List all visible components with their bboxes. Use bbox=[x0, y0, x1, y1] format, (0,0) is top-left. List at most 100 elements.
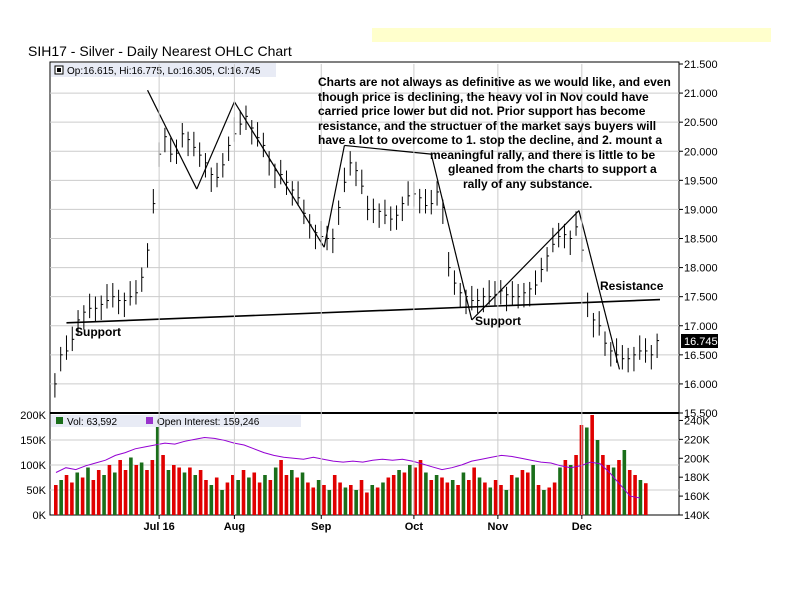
volume-bar bbox=[574, 455, 578, 515]
open-interest-y-axis: 140K 160K 180K 200K 220K 240K bbox=[679, 415, 710, 522]
volume-bar bbox=[64, 475, 69, 515]
volume-bar bbox=[290, 470, 294, 515]
volume-bar bbox=[397, 470, 401, 515]
volume-bar bbox=[391, 475, 396, 515]
x-tick-label: Sep bbox=[311, 521, 331, 533]
x-tick-label: Oct bbox=[405, 521, 424, 533]
volume-bar bbox=[118, 460, 122, 515]
trend-line bbox=[147, 89, 198, 190]
volume-bar bbox=[268, 480, 273, 515]
open-interest-tick-label: 220K bbox=[684, 434, 710, 446]
annotation-line-3: carried price lower but did not. Prior s… bbox=[318, 104, 646, 118]
volume-bar bbox=[188, 467, 192, 515]
volume-bar bbox=[440, 477, 444, 515]
volume-bar bbox=[429, 480, 434, 515]
volume-bar bbox=[247, 477, 251, 515]
volume-bar bbox=[332, 475, 337, 515]
volume-bar bbox=[526, 472, 530, 515]
volume-bar bbox=[547, 487, 552, 515]
volume-bar bbox=[113, 472, 117, 515]
volume-bar bbox=[633, 475, 637, 515]
price-panel: 15.500 16.000 16.500 17.000 17.500 18.000 18.5… bbox=[49, 59, 718, 420]
x-axis: Jul 16 Aug Sep Oct Nov Dec bbox=[144, 64, 592, 533]
price-tick-label: 21.500 bbox=[684, 59, 718, 71]
volume-bar bbox=[343, 487, 348, 515]
top-banner bbox=[372, 28, 771, 42]
volume-gridlines bbox=[50, 439, 679, 491]
volume-bar bbox=[381, 482, 385, 515]
volume-bar bbox=[611, 467, 616, 515]
annotation-line-5: have a lot to overcome to 1. stop the de… bbox=[318, 133, 663, 147]
trend-line bbox=[323, 145, 346, 248]
volume-bar bbox=[434, 475, 439, 515]
volume-bar bbox=[241, 470, 246, 515]
volume-bar bbox=[172, 465, 176, 515]
volume-bar bbox=[54, 485, 58, 515]
price-tick-label: 18.000 bbox=[684, 263, 718, 275]
volume-marker-icon bbox=[56, 417, 63, 424]
volume-tick-label: 0K bbox=[33, 510, 47, 522]
volume-bar bbox=[585, 427, 589, 515]
volume-bar bbox=[59, 480, 63, 515]
price-tick-label: 18.500 bbox=[684, 234, 718, 246]
volume-bar bbox=[70, 482, 74, 515]
volume-bar bbox=[445, 482, 450, 515]
volume-bar bbox=[638, 480, 643, 515]
volume-bar bbox=[225, 482, 230, 515]
volume-bar bbox=[418, 460, 423, 515]
volume-panel: 0K 50K 100K 150K 200K 140K 160K 180K 200K 220K 24… bbox=[20, 410, 710, 522]
volume-bar bbox=[75, 472, 80, 515]
volume-bar bbox=[531, 465, 535, 515]
volume-bar bbox=[107, 465, 112, 515]
volume-bar bbox=[536, 485, 541, 515]
volume-bar bbox=[214, 477, 219, 515]
volume-bar bbox=[231, 475, 235, 515]
volume-bar bbox=[150, 460, 155, 515]
ohlc-legend: Op:16.615, Hi:16.775, Lo:16.305, Cl:16.7… bbox=[51, 63, 276, 77]
open-interest-line bbox=[55, 436, 641, 499]
volume-bar bbox=[236, 480, 240, 515]
annotation-line-7: gleaned from the charts to support a bbox=[448, 162, 657, 176]
volume-bar bbox=[558, 467, 562, 515]
trend-lines bbox=[66, 89, 661, 370]
trend-line bbox=[578, 210, 621, 370]
open-interest-marker-icon bbox=[146, 417, 153, 424]
trend-line bbox=[430, 154, 473, 321]
support-resistance-line bbox=[66, 298, 661, 324]
price-tick-label: 17.000 bbox=[684, 321, 718, 333]
volume-bar bbox=[606, 465, 611, 515]
annotation-line-2: though price is declining, the heavy vol… bbox=[318, 89, 649, 104]
volume-bar bbox=[322, 485, 326, 515]
volume-bar bbox=[91, 480, 96, 515]
volume-bar bbox=[488, 487, 493, 515]
annotation-line-6: meaningful rally, and there is little to… bbox=[430, 147, 656, 162]
volume-bar bbox=[86, 467, 90, 515]
volume-bar bbox=[96, 470, 101, 515]
price-tick-label: 21.000 bbox=[684, 88, 718, 100]
volume-bar bbox=[198, 470, 203, 515]
annotation-text: Charts are not always as definitive as w… bbox=[318, 75, 678, 191]
annotation-line-4: resistance, and the structuer of the mar… bbox=[318, 118, 657, 133]
volume-bar bbox=[408, 465, 412, 515]
volume-bar bbox=[129, 457, 133, 515]
volume-tick-label: 200K bbox=[20, 410, 46, 422]
volume-bar bbox=[327, 490, 332, 515]
volume-legend-box bbox=[51, 415, 301, 427]
volume-plot-area bbox=[49, 412, 680, 516]
volume-bar bbox=[450, 480, 455, 515]
volume-bar bbox=[155, 425, 160, 515]
volume-bar bbox=[209, 485, 214, 515]
volume-bar bbox=[145, 470, 149, 515]
volume-bar bbox=[499, 485, 503, 515]
volume-bar bbox=[257, 482, 262, 515]
open-interest-legend-label: Open Interest: 159,246 bbox=[157, 417, 260, 428]
volume-bar bbox=[182, 472, 187, 515]
volume-bar bbox=[627, 470, 632, 515]
chart-title: SIH17 - Silver - Daily Nearest OHLC Char… bbox=[28, 43, 292, 59]
volume-bar bbox=[483, 482, 487, 515]
volume-bar bbox=[123, 470, 128, 515]
volume-bar bbox=[493, 480, 498, 515]
volume-bar bbox=[166, 470, 171, 515]
volume-tick-label: 50K bbox=[26, 485, 46, 497]
